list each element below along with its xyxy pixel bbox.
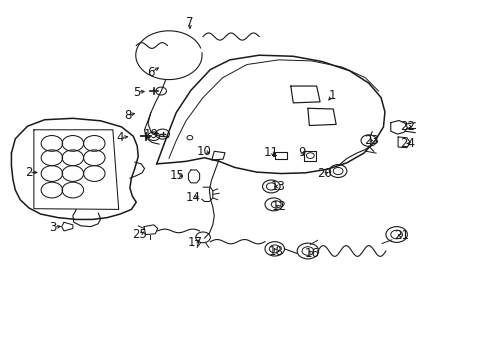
Text: 16: 16 <box>304 247 319 260</box>
Text: 24: 24 <box>400 137 414 150</box>
Text: 13: 13 <box>270 180 285 193</box>
Text: 25: 25 <box>132 228 147 241</box>
Text: 7: 7 <box>186 16 193 29</box>
Text: 6: 6 <box>147 66 154 79</box>
Text: 10: 10 <box>197 145 211 158</box>
Text: 5: 5 <box>133 86 141 99</box>
Text: 18: 18 <box>268 245 283 258</box>
Text: 8: 8 <box>123 109 131 122</box>
Text: 19: 19 <box>143 127 158 141</box>
Text: 2: 2 <box>25 166 33 179</box>
Text: 23: 23 <box>363 134 378 147</box>
Text: 15: 15 <box>169 169 184 182</box>
Text: 9: 9 <box>298 145 305 158</box>
Text: 22: 22 <box>400 120 414 133</box>
Text: 14: 14 <box>185 192 201 204</box>
Text: 20: 20 <box>317 167 332 180</box>
Text: 21: 21 <box>393 229 408 242</box>
Text: 17: 17 <box>187 236 202 249</box>
Text: 1: 1 <box>328 89 335 102</box>
Text: 3: 3 <box>50 221 57 234</box>
Text: 12: 12 <box>271 201 286 213</box>
Text: 11: 11 <box>264 145 278 158</box>
Text: 4: 4 <box>116 131 123 144</box>
